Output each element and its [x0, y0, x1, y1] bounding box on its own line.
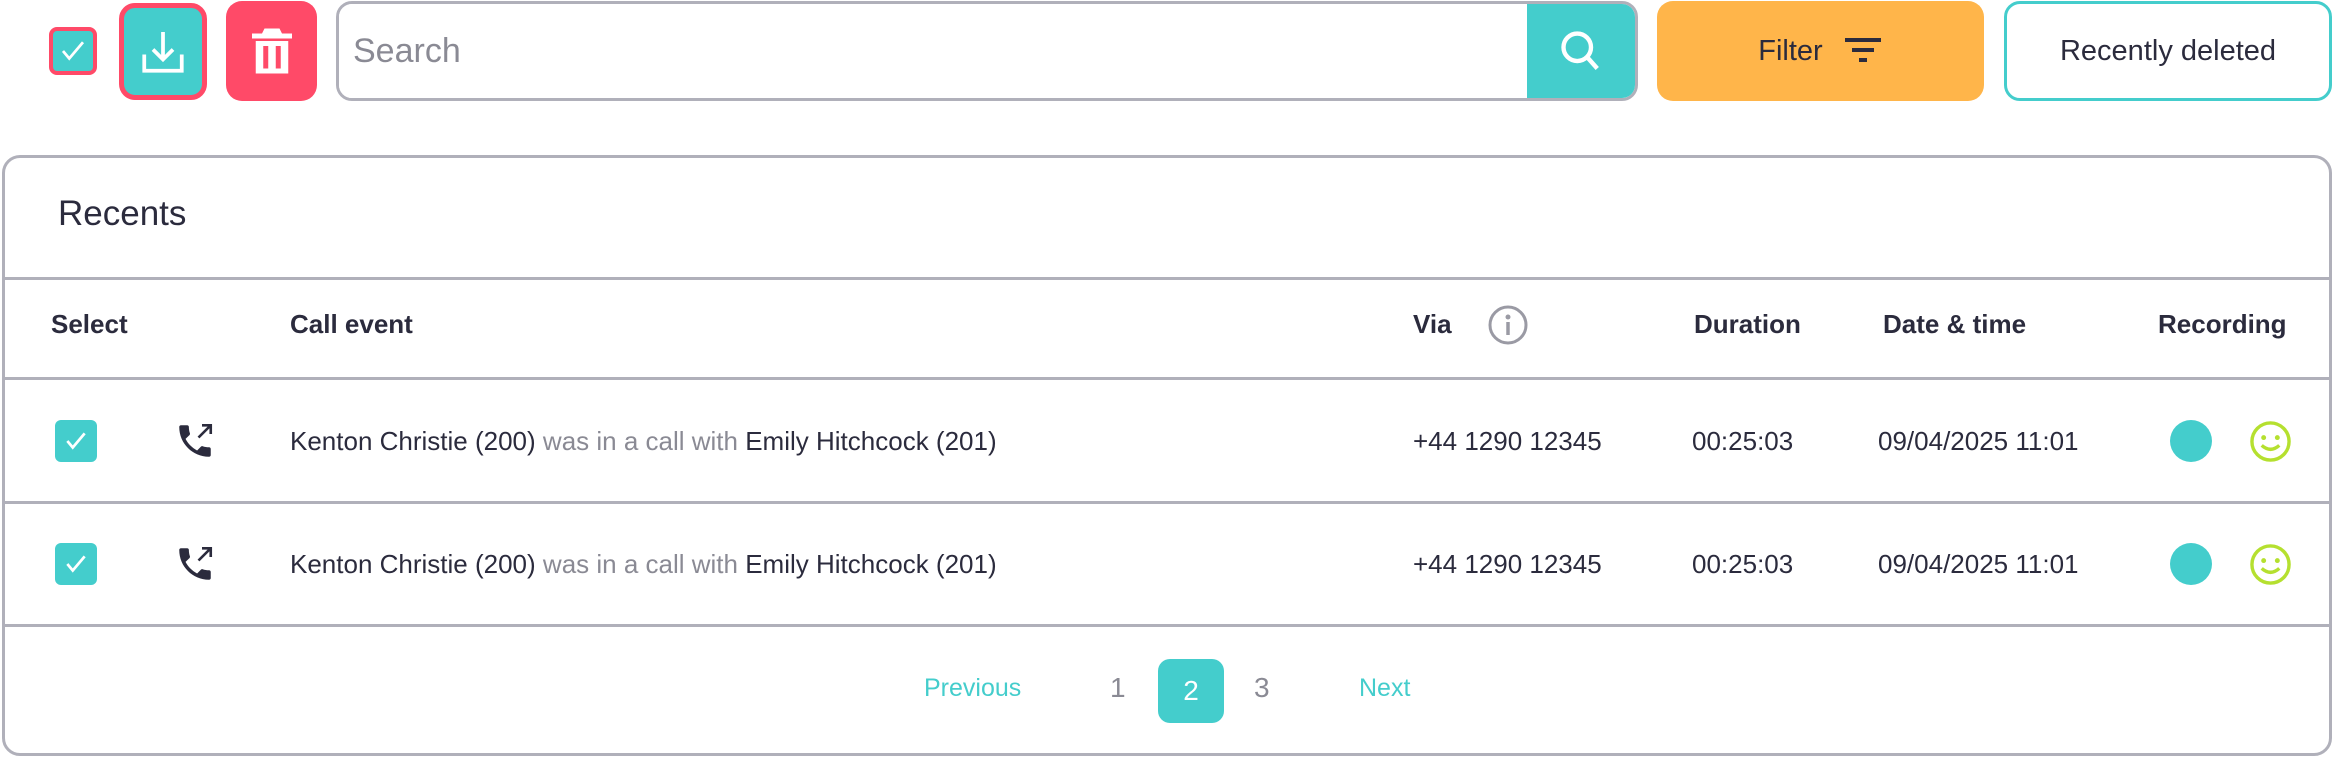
divider	[2, 377, 2332, 380]
recents-panel	[2, 155, 2332, 756]
column-header-select: Select	[51, 309, 128, 339]
panel-title: Recents	[58, 194, 187, 233]
row-checkbox[interactable]	[55, 420, 97, 462]
duration: 00:25:03	[1692, 549, 1794, 579]
row-checkbox[interactable]	[55, 543, 97, 585]
check-icon	[66, 432, 86, 450]
info-icon[interactable]	[1487, 304, 1529, 346]
smiley-icon[interactable]	[2249, 420, 2292, 463]
filter-label: Filter	[1758, 34, 1823, 67]
page-2[interactable]: 2	[1158, 659, 1224, 723]
recently-deleted-button[interactable]: Recently deleted	[2004, 1, 2332, 101]
page-1[interactable]: 1	[1110, 672, 1126, 703]
callee-name: Emily Hitchcock (201)	[745, 549, 997, 579]
call-event: Kenton Christie (200) was in a call with…	[290, 549, 997, 580]
outgoing-call-icon	[179, 423, 213, 457]
call-verb: was in a call with	[535, 549, 746, 579]
call-verb: was in a call with	[535, 426, 746, 456]
caller-name: Kenton Christie (200)	[290, 426, 536, 456]
via-number: +44 1290 12345	[1413, 549, 1602, 579]
search-bar	[336, 1, 1638, 101]
callee-name: Emily Hitchcock (201)	[745, 426, 997, 456]
delete-button[interactable]	[226, 1, 317, 101]
pagination-next[interactable]: Next	[1359, 674, 1411, 702]
recording-play-button[interactable]	[2170, 420, 2212, 462]
filter-button[interactable]: Filter	[1657, 1, 1984, 101]
smiley-icon[interactable]	[2249, 543, 2292, 586]
search-button[interactable]	[1527, 4, 1635, 98]
divider	[2, 277, 2332, 280]
check-icon	[61, 41, 85, 61]
column-header-via: Via	[1413, 309, 1452, 339]
caller-name: Kenton Christie (200)	[290, 549, 536, 579]
filter-icon	[1844, 38, 1881, 62]
column-header-date-time: Date & time	[1883, 309, 2027, 339]
column-header-recording: Recording	[2158, 309, 2287, 339]
date-time: 09/04/2025 11:01	[1878, 549, 2079, 579]
trash-icon	[251, 28, 292, 74]
select-all-checkbox[interactable]	[49, 27, 97, 75]
check-icon	[66, 555, 86, 573]
pagination-previous[interactable]: Previous	[924, 674, 1022, 702]
outgoing-call-icon	[179, 546, 213, 580]
search-input[interactable]	[339, 4, 1527, 98]
recording-play-button[interactable]	[2170, 543, 2212, 585]
duration: 00:25:03	[1692, 426, 1794, 456]
column-header-duration: Duration	[1694, 309, 1801, 339]
divider	[2, 501, 2332, 504]
date-time: 09/04/2025 11:01	[1878, 426, 2079, 456]
download-button[interactable]	[119, 3, 207, 100]
search-icon	[1561, 31, 1599, 70]
divider	[2, 624, 2332, 627]
call-event: Kenton Christie (200) was in a call with…	[290, 426, 997, 457]
page-3[interactable]: 3	[1254, 672, 1270, 703]
via-number: +44 1290 12345	[1413, 426, 1602, 456]
download-icon	[142, 31, 184, 73]
column-header-call-event: Call event	[290, 309, 413, 339]
